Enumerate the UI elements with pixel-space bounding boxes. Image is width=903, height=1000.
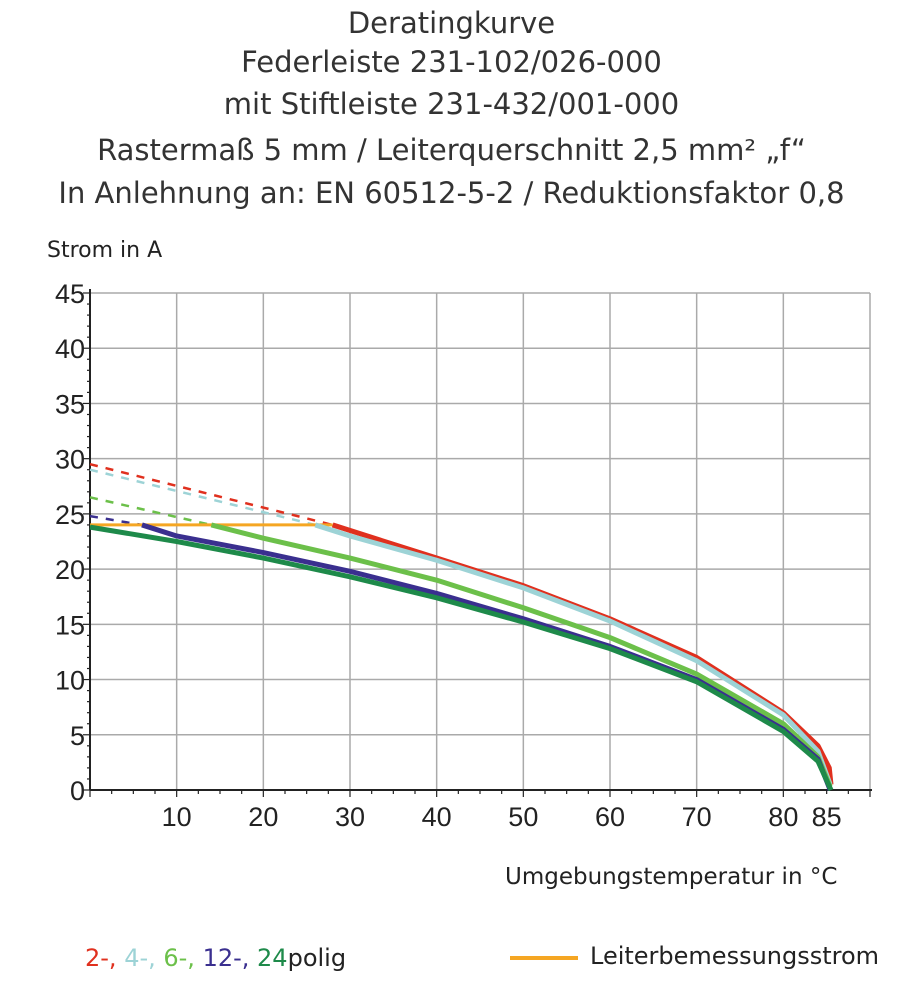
legend-entry: 24 [257,944,288,972]
series-2-dashed [89,462,333,527]
series-2-polig [331,522,834,785]
y-tick-label: 15 [55,610,85,640]
series-6-dashed [89,496,212,527]
series-4-polig [314,522,833,786]
y-tick-label: 40 [55,334,85,364]
y-tick-label: 45 [55,279,85,309]
x-tick-label: 20 [248,802,278,832]
title-line-5: In Anlehnung an: EN 60512-5-2 / Reduktio… [58,176,845,210]
legend-entry: 12-, [202,944,258,972]
legend-entry: 4-, [124,944,164,972]
legend-entry: 2-, [85,944,125,972]
x-tick-label: 40 [422,802,452,832]
y-tick-label: 25 [55,500,85,530]
legend-rated-current: Leiterbemessungsstrom [590,942,880,970]
series-6-polig [210,522,833,788]
x-tick-label: 85 [812,802,842,832]
x-tick-label: 60 [595,802,625,832]
y-tick-label: 10 [55,666,85,696]
y-tick-label: 5 [70,721,85,751]
y-tick-label: 35 [55,389,85,419]
y-tick-label: 20 [55,555,85,585]
y-tick-label: 0 [70,776,85,806]
x-tick-label: 50 [508,802,538,832]
title-line-4: Rastermaß 5 mm / Leiterquerschnitt 2,5 m… [97,133,806,167]
x-axis-label: Umgebungstemperatur in °C [505,864,838,890]
y-tick-label: 30 [55,445,85,475]
series-12-polig [141,522,833,791]
x-tick-label: 30 [335,802,365,832]
legend-series: 2-, 4-, 6-, 12-, 24polig [85,944,346,972]
legend-suffix: polig [287,944,347,972]
x-tick-label: 10 [162,802,192,832]
x-tick-label: 70 [682,802,712,832]
title-line-1: Deratingkurve [347,6,556,40]
x-tick-label: 80 [768,802,798,832]
series-4-dashed [89,468,316,527]
series-24-polig [89,524,834,792]
title-line-2: Federleiste 231-102/026-000 [241,45,662,79]
title-line-3: mit Stiftleiste 231-432/001-000 [223,87,680,121]
legend-entry: 6-, [163,944,203,972]
y-axis-label: Strom in A [47,238,163,263]
